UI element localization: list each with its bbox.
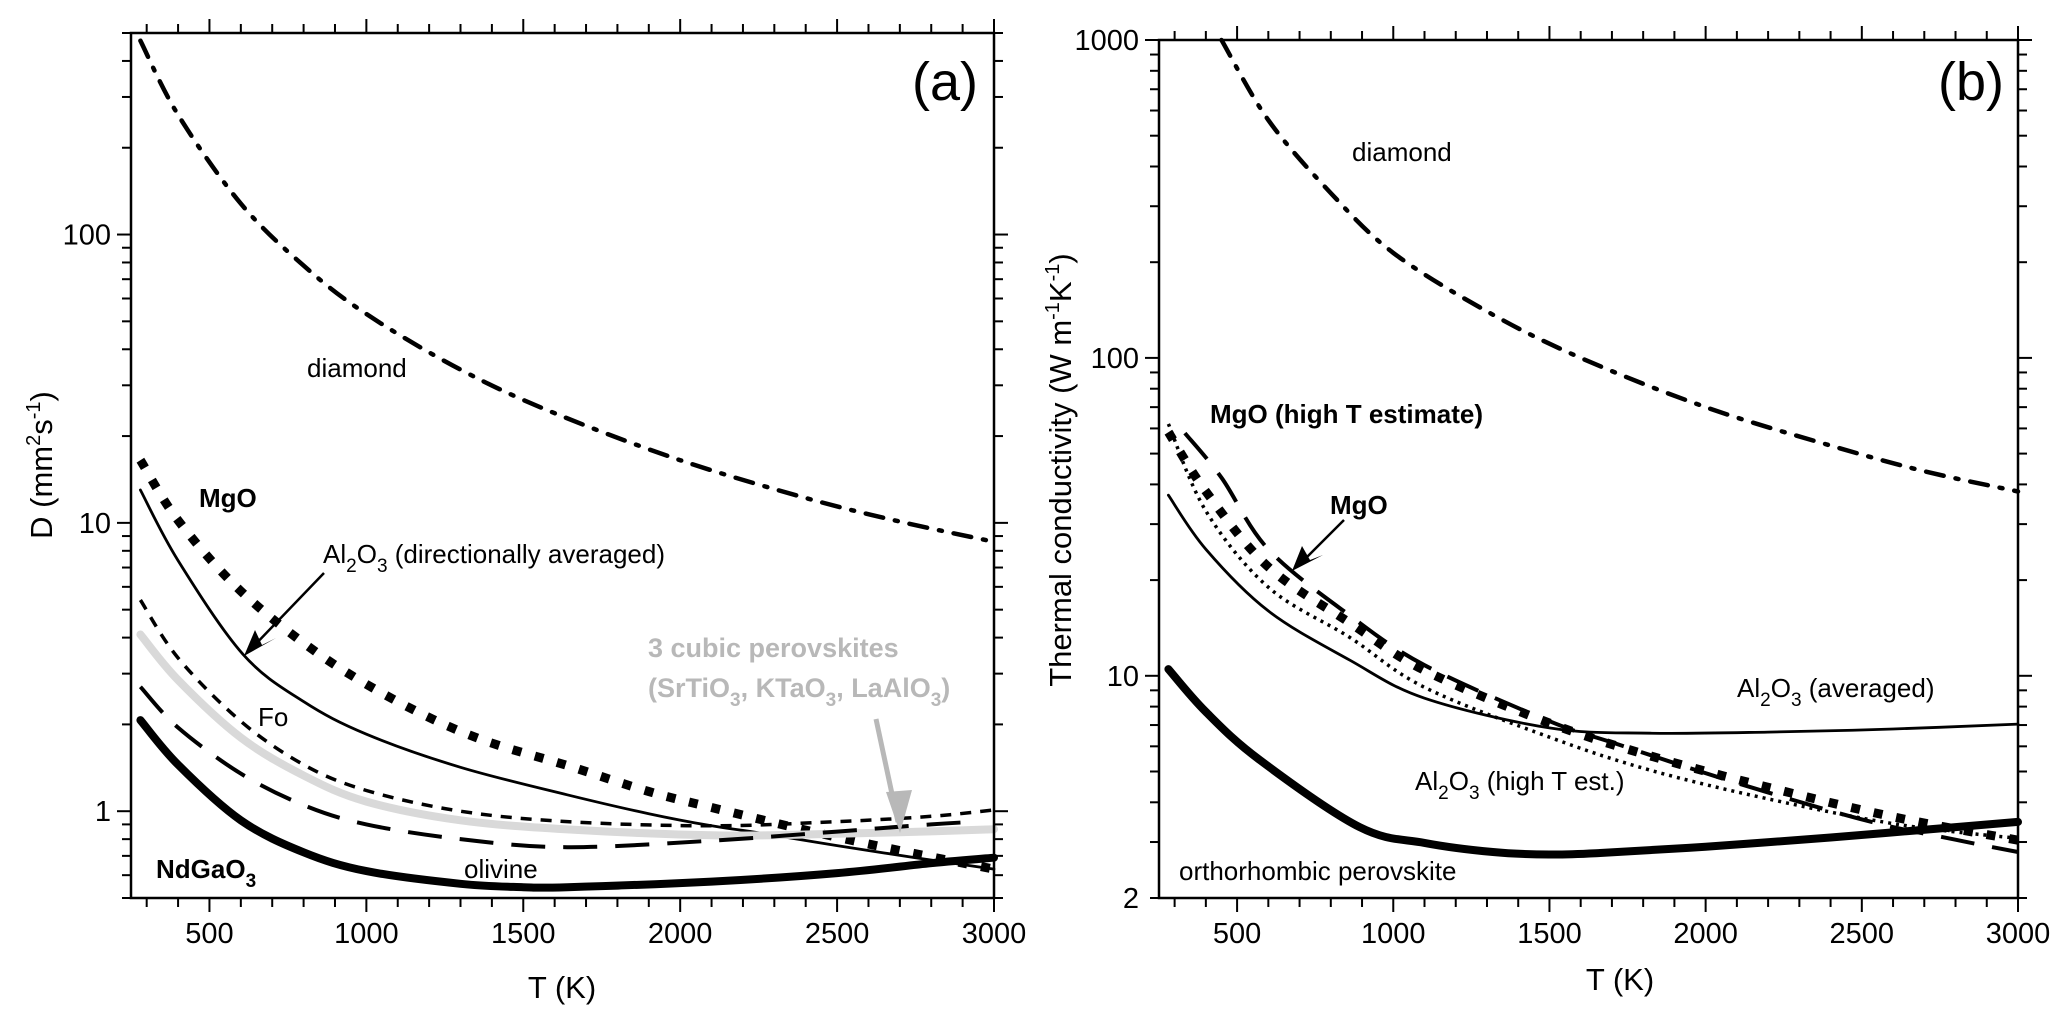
panel-b-ytick-label: 2 xyxy=(1123,883,1139,915)
panel-a-series xyxy=(136,38,998,892)
annotation-diamond-b: diamond xyxy=(1352,137,1452,167)
annotation-perovskites-line1: 3 cubic perovskites xyxy=(648,633,899,663)
panel-b-xlabel: T (K) xyxy=(1586,962,1654,997)
panel-b-series-al2o3-averaged xyxy=(1167,493,2020,735)
panel-a-ytick-label: 100 xyxy=(63,220,111,252)
annotation-mgo-a: MgO xyxy=(199,483,257,513)
annotation-al2o3-a: Al2O3 (directionally averaged) xyxy=(323,539,665,577)
arrow-al2o3-a xyxy=(244,572,325,656)
panel-a-series-olivine xyxy=(138,685,979,850)
panel-a-series-fo xyxy=(138,599,995,828)
annotation-orthorhombic: orthorhombic perovskite xyxy=(1179,856,1456,886)
panel-a-xtick-label: 2000 xyxy=(648,918,713,950)
panel-b-label: (b) xyxy=(1938,52,2004,112)
panel-b-ytick-label: 100 xyxy=(1091,343,1139,375)
panel-a-xtick-label: 500 xyxy=(185,918,233,950)
panel-a-label: (a) xyxy=(912,52,978,112)
panel-b-series-mgo xyxy=(1164,429,2019,845)
annotation-ndgao3: NdGaO3 xyxy=(156,854,256,892)
arrow-mgo-b xyxy=(1292,519,1345,571)
arrow-perovskites xyxy=(873,718,912,833)
panel-a-series-mgo xyxy=(136,457,995,874)
panel-b-xtick-label: 1000 xyxy=(1361,918,1426,950)
annotation-diamond-a: diamond xyxy=(307,353,407,383)
annotation-olivine: olivine xyxy=(464,854,538,884)
panel-b-frame xyxy=(1157,38,2020,900)
panel-a-ytick-label: 1 xyxy=(95,796,111,828)
annotation-fo: Fo xyxy=(258,702,288,732)
panel-b-ytick-label: 1000 xyxy=(1074,25,1139,57)
panel-a-ytick-label: 10 xyxy=(79,508,111,540)
panel-a-series-ndgao3 xyxy=(136,716,998,892)
panel-b-xtick-label: 1500 xyxy=(1517,918,1582,950)
panel-a-xtick-label: 1500 xyxy=(491,918,556,950)
annotation-mgo-high-t: MgO (high T estimate) xyxy=(1210,399,1483,429)
panel-b-series xyxy=(1164,37,2022,859)
panel-a-axes: 500 1000 1500 2000 2500 3000 1 10 100 xyxy=(63,19,1027,950)
annotation-al2o3-high-t: Al2O3 (high T est.) xyxy=(1415,766,1625,804)
annotation-perovskites-line2: (SrTiO3, KTaO3, LaAlO3) xyxy=(648,673,950,711)
panel-a-xlabel: T (K) xyxy=(528,970,596,1005)
panel-b-ytick-label: 10 xyxy=(1107,661,1139,693)
panel-b-series-mgo-high-t-estimate xyxy=(1183,431,2019,854)
panel-a-xtick-label: 2500 xyxy=(805,918,870,950)
panel-b-xtick-label: 3000 xyxy=(1986,918,2051,950)
panel-b-xtick-label: 2500 xyxy=(1830,918,1895,950)
panel-a-xtick-label: 3000 xyxy=(962,918,1027,950)
annotation-mgo-b: MgO xyxy=(1330,490,1388,520)
panel-b-axes: 500 1000 1500 2000 2500 3000 2 10 100 1000 xyxy=(1074,25,2050,950)
panel-b-series-diamond xyxy=(1219,37,2021,494)
panel-b-series-orthorhombic-perovskite xyxy=(1164,665,2022,859)
panel-b-series-al2o3-high-t-est xyxy=(1166,423,2019,841)
panel-b: 500 1000 1500 2000 2500 3000 2 10 100 1000 (b) T … xyxy=(1042,25,2050,997)
panel-a-series-3-cubic-perovskites-srtio3-ktao3-laalo3 xyxy=(136,630,998,840)
panel-a-series-al2o3-directionally-averaged xyxy=(139,488,996,871)
panel-b-xtick-label: 500 xyxy=(1213,918,1261,950)
panel-a-ylabel: D (mm2s-1) xyxy=(23,391,59,539)
panel-a-series-diamond xyxy=(138,38,997,545)
panel-b-ylabel: Thermal conductivity (W m-1K-1) xyxy=(1042,253,1078,687)
panel-a-frame xyxy=(129,31,996,900)
panel-a-xtick-label: 1000 xyxy=(334,918,399,950)
panel-b-xtick-label: 2000 xyxy=(1673,918,1738,950)
annotation-al2o3-averaged: Al2O3 (averaged) xyxy=(1737,673,1934,711)
